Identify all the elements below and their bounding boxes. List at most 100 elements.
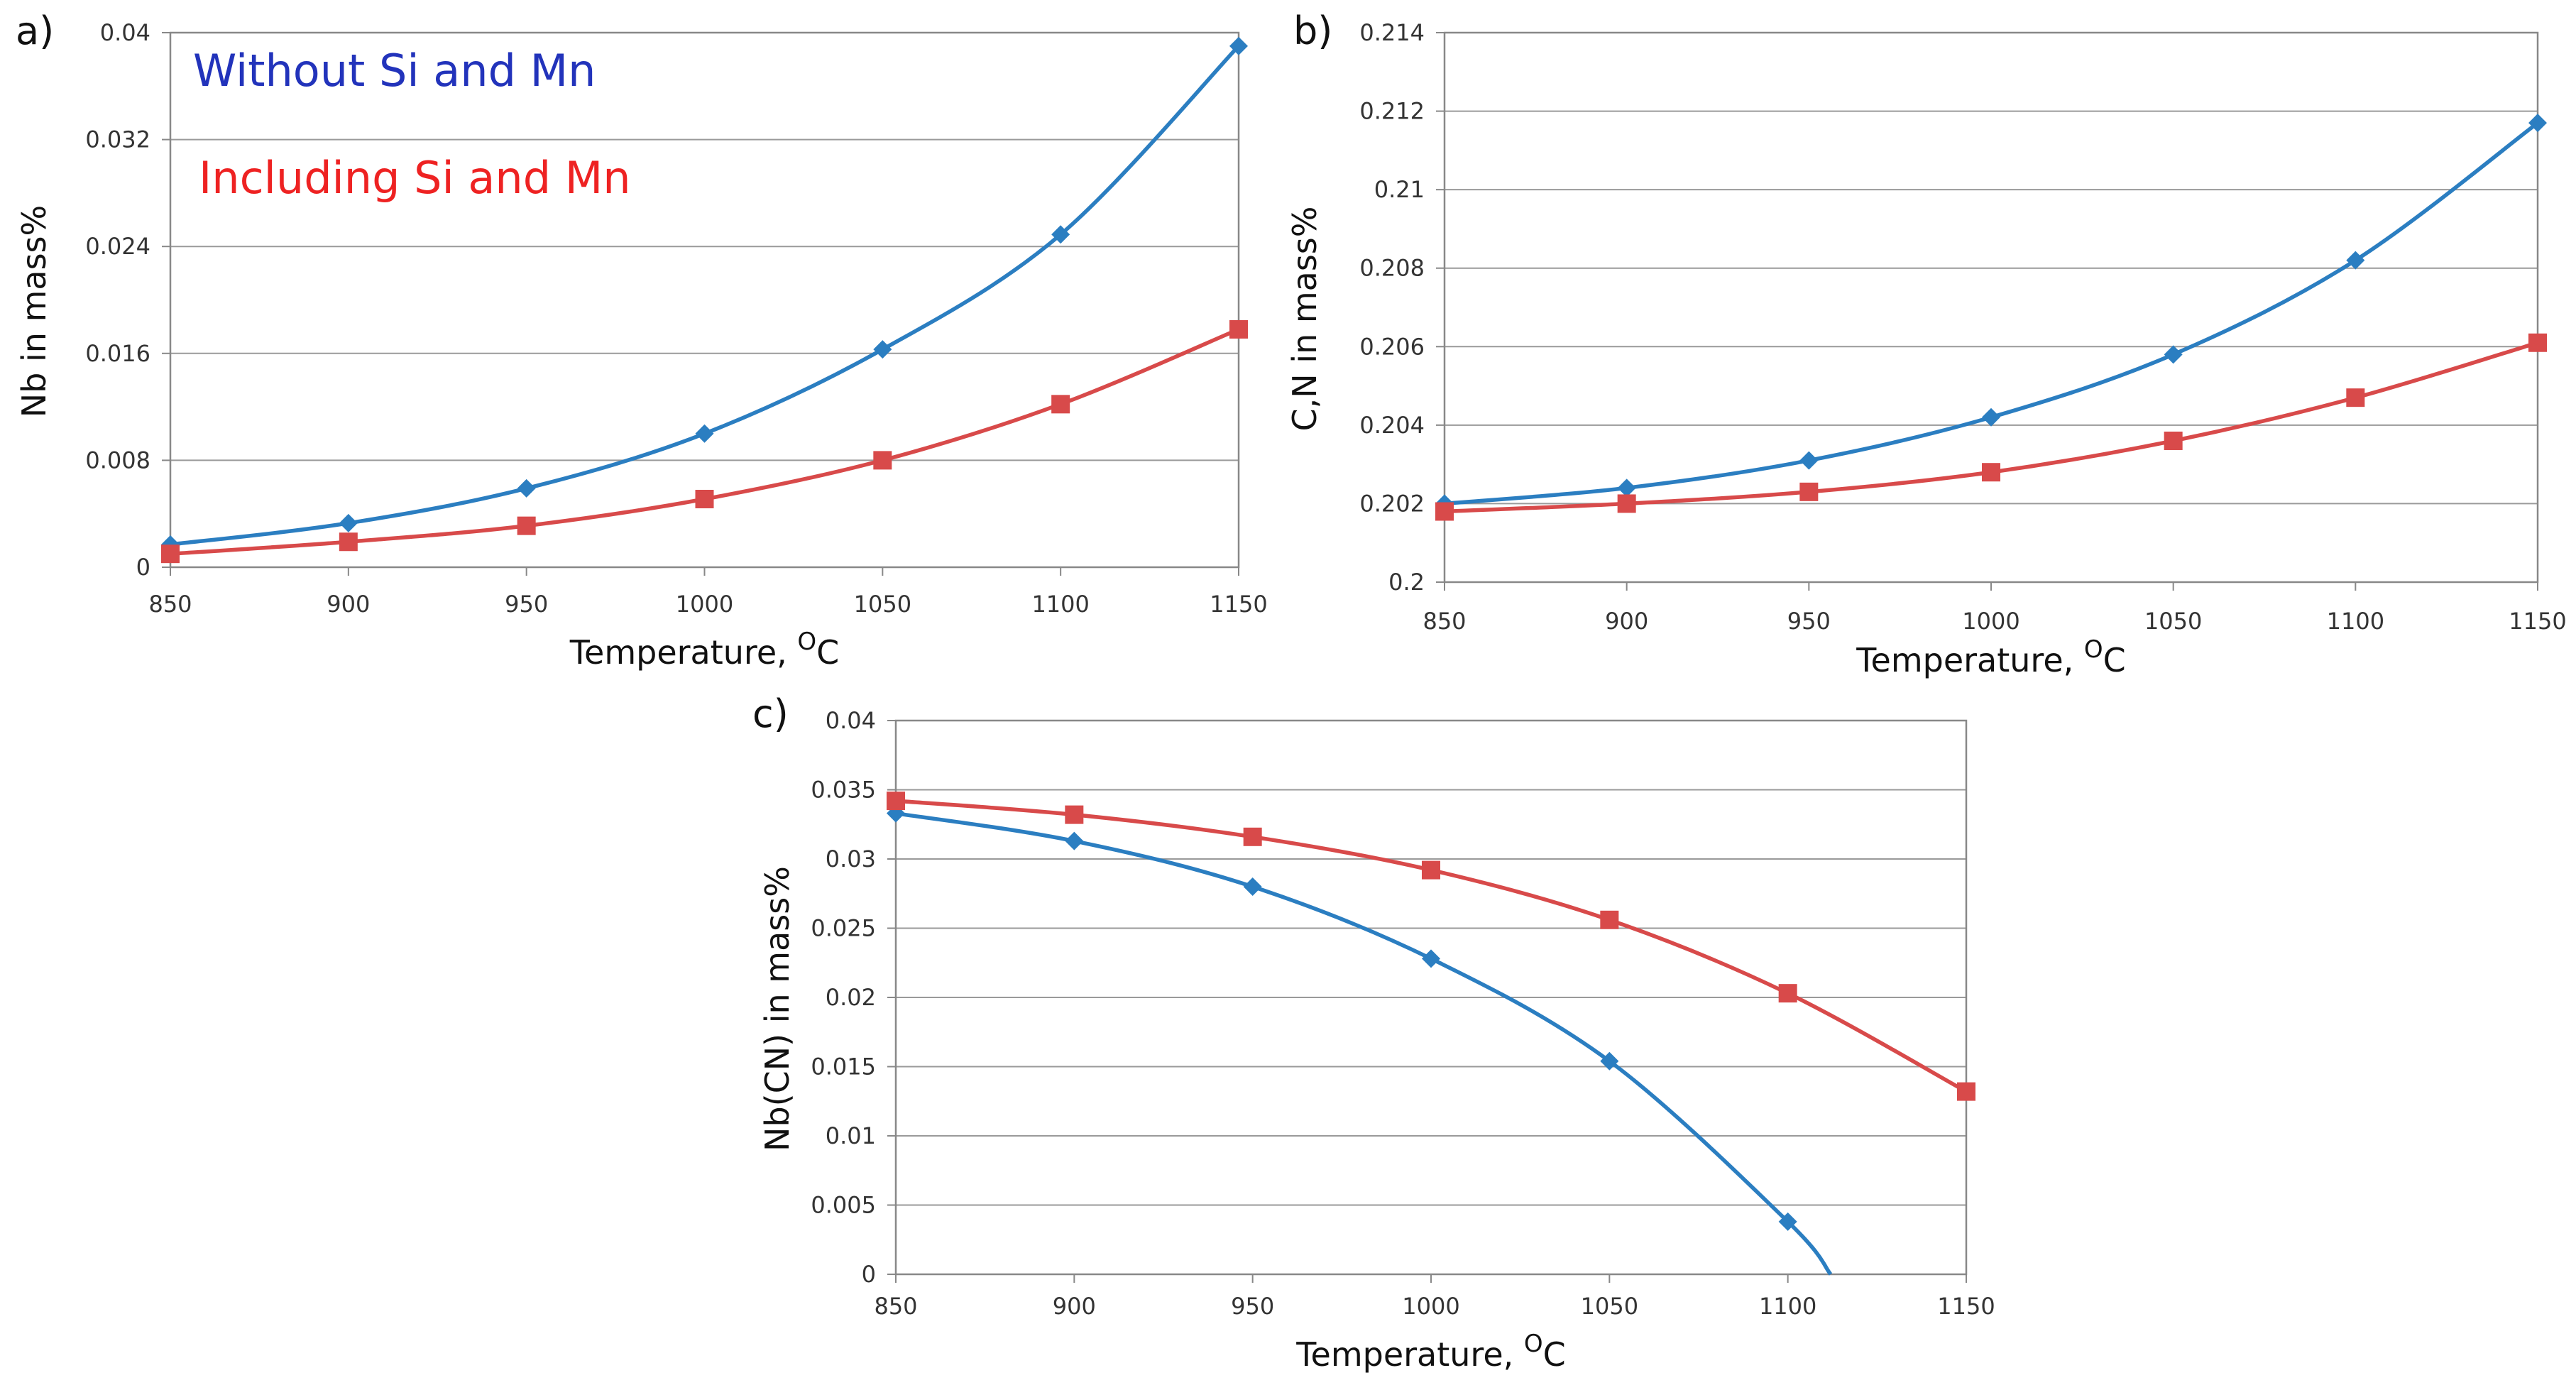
data-point-square bbox=[1243, 827, 1262, 846]
data-point-diamond bbox=[1229, 36, 1248, 55]
x-tick-label: 900 bbox=[1053, 1293, 1096, 1320]
x-axis-label: Temperature, OC bbox=[1856, 635, 2126, 679]
y-tick-label: 0.208 bbox=[1359, 255, 1425, 282]
x-tick-label: 1050 bbox=[2144, 608, 2202, 635]
data-point-square bbox=[1229, 319, 1248, 339]
y-tick-label: 0.21 bbox=[1374, 176, 1425, 203]
data-point-square bbox=[2346, 388, 2365, 407]
y-tick-label: 0 bbox=[136, 554, 150, 581]
panel-label: a) bbox=[16, 9, 54, 53]
x-axis-label: Temperature, OC bbox=[569, 628, 840, 672]
x-axis-label-unit: C bbox=[2103, 641, 2126, 679]
y-tick-label: 0.025 bbox=[811, 915, 876, 942]
x-tick-label: 1150 bbox=[1210, 591, 1267, 618]
data-point-square bbox=[1617, 494, 1636, 513]
y-tick-label: 0.214 bbox=[1359, 19, 1425, 46]
data-point-square bbox=[161, 544, 180, 564]
data-point-diamond bbox=[1617, 478, 1636, 498]
data-point-diamond bbox=[517, 478, 536, 498]
x-axis-label-unit-sup: O bbox=[2084, 635, 2103, 664]
series-line-including-si-mn bbox=[1444, 341, 2538, 514]
data-point-diamond bbox=[1051, 225, 1070, 244]
panel-label: c) bbox=[752, 691, 789, 736]
x-tick-label: 900 bbox=[327, 591, 370, 618]
x-axis-label: Temperature, OC bbox=[1295, 1330, 1566, 1374]
plot-frame bbox=[1443, 31, 2539, 584]
x-axis-label-text: Temperature, bbox=[569, 633, 798, 672]
x-tick-label: 900 bbox=[1605, 608, 1648, 635]
x-axis-label-text: Temperature, bbox=[1856, 641, 2084, 679]
x-axis-label-unit: C bbox=[816, 633, 839, 672]
y-tick-label: 0.035 bbox=[811, 777, 876, 804]
series-line-without-si-mn bbox=[170, 44, 1241, 547]
y-axis-label: Nb(CN) in mass% bbox=[758, 866, 796, 1151]
data-point-diamond bbox=[1243, 877, 1262, 896]
data-point-diamond bbox=[1799, 451, 1819, 470]
data-point-square bbox=[1065, 805, 1084, 824]
x-tick-label: 1150 bbox=[1937, 1293, 1995, 1320]
chart-panel-c: 0 0.005 0.01 0.015 0.02 0.025 0.03 0.035 0.04 850… bbox=[752, 691, 1995, 1374]
x-axis-label-unit: C bbox=[1543, 1335, 1566, 1374]
x-tick-label: 1100 bbox=[1759, 1293, 1816, 1320]
x-tick-label: 850 bbox=[874, 1293, 917, 1320]
y-axis-label: Nb in mass% bbox=[15, 205, 53, 417]
data-point-diamond bbox=[695, 424, 714, 443]
x-axis-label-text: Temperature, bbox=[1295, 1335, 1524, 1374]
y-tick-label: 0.04 bbox=[100, 19, 150, 46]
data-point-square bbox=[1600, 910, 1619, 929]
y-tick-label: 0.04 bbox=[826, 707, 876, 734]
series-line-including-si-mn bbox=[895, 799, 1968, 1094]
data-point-diamond bbox=[1422, 949, 1440, 968]
data-point-square bbox=[873, 451, 892, 470]
legend-including-si-mn: Including Si and Mn bbox=[199, 152, 631, 204]
data-point-diamond bbox=[339, 513, 358, 532]
x-tick-label: 850 bbox=[1423, 608, 1466, 635]
y-tick-label: 0.212 bbox=[1359, 98, 1425, 125]
x-tick-label: 1100 bbox=[1031, 591, 1089, 618]
data-point-square bbox=[517, 516, 536, 535]
y-tick-label: 0.032 bbox=[85, 126, 150, 153]
panel-label: b) bbox=[1293, 9, 1332, 53]
x-tick-label: 950 bbox=[505, 591, 548, 618]
x-axis-label-unit-sup: O bbox=[1524, 1330, 1543, 1358]
data-point-square bbox=[1957, 1082, 1975, 1101]
y-tick-label: 0.016 bbox=[85, 340, 150, 367]
y-tick-label: 0.206 bbox=[1359, 333, 1425, 360]
y-tick-label: 0.015 bbox=[811, 1054, 876, 1080]
x-tick-label: 1050 bbox=[854, 591, 911, 618]
data-point-diamond bbox=[1600, 1051, 1619, 1071]
data-point-diamond bbox=[2346, 251, 2365, 270]
data-point-square bbox=[1422, 860, 1440, 880]
plot-frame bbox=[169, 31, 1240, 569]
x-tick-label: 850 bbox=[148, 591, 192, 618]
chart-panel-a: 0 0.008 0.016 0.024 0.032 0.04 850 900 950 1000 10… bbox=[15, 9, 1268, 672]
y-tick-label: 0.03 bbox=[826, 846, 876, 872]
data-point-diamond bbox=[1982, 407, 2000, 427]
data-point-square bbox=[1799, 482, 1819, 501]
series-line-without-si-mn bbox=[1444, 121, 2539, 506]
y-tick-label: 0.024 bbox=[85, 233, 150, 260]
x-tick-label: 950 bbox=[1787, 608, 1831, 635]
x-tick-label: 1100 bbox=[2327, 608, 2384, 635]
x-tick-label: 1000 bbox=[1402, 1293, 1459, 1320]
data-point-square bbox=[1778, 984, 1797, 1003]
y-tick-label: 0.202 bbox=[1359, 490, 1425, 517]
data-point-diamond bbox=[1778, 1212, 1797, 1231]
x-tick-label: 1000 bbox=[676, 591, 733, 618]
y-tick-label: 0.008 bbox=[85, 447, 150, 474]
x-tick-label: 1150 bbox=[2509, 608, 2566, 635]
y-tick-label: 0.01 bbox=[826, 1122, 876, 1149]
data-point-diamond bbox=[1065, 831, 1084, 850]
data-point-square bbox=[1982, 463, 2000, 482]
data-point-square bbox=[695, 489, 714, 508]
data-point-square bbox=[1051, 395, 1070, 414]
y-tick-label: 0 bbox=[862, 1261, 876, 1288]
x-tick-label: 1050 bbox=[1581, 1293, 1638, 1320]
y-tick-label: 0.005 bbox=[811, 1192, 876, 1219]
x-axis-label-unit-sup: O bbox=[797, 628, 816, 656]
data-point-square bbox=[339, 532, 358, 552]
y-tick-label: 0.02 bbox=[826, 984, 876, 1011]
x-tick-label: 1000 bbox=[1962, 608, 2019, 635]
data-point-square bbox=[2528, 333, 2547, 352]
data-point-square bbox=[1435, 502, 1454, 521]
